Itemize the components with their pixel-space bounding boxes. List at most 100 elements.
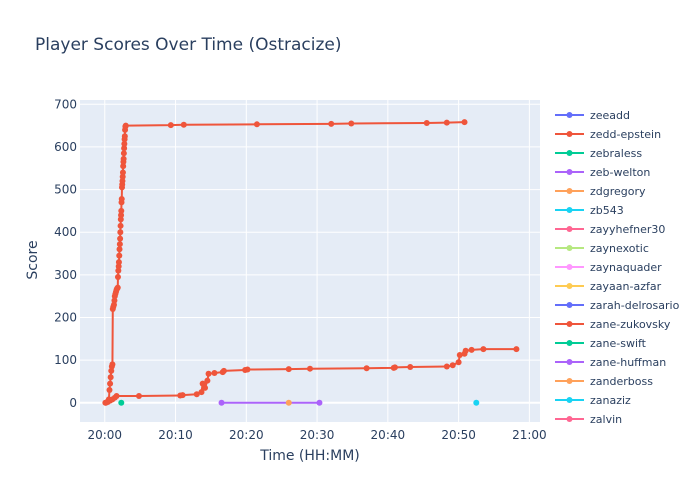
x-tick-label: 20:10 xyxy=(158,428,193,442)
y-axis-title: Score xyxy=(25,240,41,279)
legend-label: zedd-epstein xyxy=(590,128,661,141)
data-point xyxy=(113,392,120,399)
data-point xyxy=(180,121,187,128)
series-zanaziz xyxy=(473,399,480,406)
x-tick-label: 20:20 xyxy=(229,428,264,442)
legend-marker xyxy=(566,264,573,270)
legend-marker xyxy=(566,416,573,422)
legend-label: zayaan-azfar xyxy=(590,280,662,293)
data-point xyxy=(135,392,142,399)
data-point xyxy=(116,246,123,253)
legend-marker xyxy=(566,283,573,289)
data-point xyxy=(307,365,313,372)
data-point xyxy=(120,163,127,170)
legend-label: zb543 xyxy=(590,204,624,217)
plot-area xyxy=(80,100,540,422)
y-tick-label: 600 xyxy=(54,140,77,154)
legend-item-zanaziz[interactable]: zanaziz xyxy=(555,394,631,407)
data-point xyxy=(117,222,124,229)
x-tick-label: 20:50 xyxy=(441,428,476,442)
data-point xyxy=(167,122,174,129)
legend-item-zeeadd[interactable]: zeeadd xyxy=(555,109,630,122)
legend-marker xyxy=(566,321,573,327)
legend-item-zebraless[interactable]: zebraless xyxy=(555,147,642,160)
data-point xyxy=(513,346,520,353)
legend-items: zeeadd zedd-epstein zebraless zeb-welton zdg… xyxy=(555,109,680,426)
legend-item-zanderboss[interactable]: zanderboss xyxy=(555,375,653,388)
legend-item-zeb-welton[interactable]: zeb-welton xyxy=(555,166,650,179)
data-point xyxy=(443,363,450,370)
legend-label: zarah-delrosario xyxy=(590,299,680,312)
legend-background xyxy=(548,102,696,424)
series-zedd-epstein xyxy=(102,119,468,406)
legend-marker xyxy=(566,112,573,118)
data-point xyxy=(205,370,212,377)
series-zebraless xyxy=(118,399,125,406)
x-tick-labels: 20:00 20:10 20:20 20:30 20:40 20:50 21:00 xyxy=(87,428,546,442)
y-tick-label: 0 xyxy=(69,396,77,410)
legend-label: zeb-welton xyxy=(590,166,650,179)
y-tick-label: 700 xyxy=(54,97,77,111)
data-point xyxy=(117,235,124,242)
legend-item-zedd-epstein[interactable]: zedd-epstein xyxy=(555,128,661,141)
legend-item-zdgregory[interactable]: zdgregory xyxy=(555,185,646,198)
data-point xyxy=(218,399,225,406)
legend-item-zalvin[interactable]: zalvin xyxy=(555,413,622,426)
data-point xyxy=(462,347,469,354)
data-point xyxy=(407,363,414,370)
legend-label: zaynaquader xyxy=(590,261,662,274)
data-point xyxy=(449,362,456,369)
legend-item-zb543[interactable]: zb543 xyxy=(555,204,624,217)
legend-marker xyxy=(566,188,573,194)
legend-item-zaynexotic[interactable]: zaynexotic xyxy=(555,242,649,255)
data-point xyxy=(118,212,125,219)
data-point xyxy=(109,361,116,368)
data-point xyxy=(391,364,398,371)
data-point xyxy=(116,241,123,248)
series-zanderboss xyxy=(285,399,292,406)
legend-marker xyxy=(566,302,573,308)
data-point xyxy=(114,273,121,280)
legend-item-zane-zukovsky[interactable]: zane-zukovsky xyxy=(555,318,671,331)
legend-item-zane-swift[interactable]: zane-swift xyxy=(555,337,647,350)
data-point xyxy=(119,173,126,180)
data-point xyxy=(114,284,121,291)
data-point xyxy=(119,169,126,176)
series-zane-zukovsky xyxy=(102,346,520,406)
chart-title: Player Scores Over Time (Ostracize) xyxy=(35,35,342,55)
data-point xyxy=(120,155,127,162)
data-point xyxy=(328,120,335,127)
data-point xyxy=(285,399,292,406)
data-point xyxy=(220,367,227,374)
legend-item-zane-huffman[interactable]: zane-huffman xyxy=(555,356,666,369)
legend-label: zane-swift xyxy=(590,337,647,350)
legend-label: zeeadd xyxy=(590,109,630,122)
legend-item-zayaan-azfar[interactable]: zayaan-azfar xyxy=(555,280,662,293)
data-point xyxy=(423,120,430,127)
data-point xyxy=(443,119,450,126)
data-point xyxy=(468,346,475,353)
x-axis-title: Time (HH:MM) xyxy=(259,448,360,464)
data-point xyxy=(118,207,125,214)
legend-marker xyxy=(566,340,573,346)
legend-marker xyxy=(566,378,573,384)
data-point xyxy=(121,140,128,147)
data-point xyxy=(106,387,113,394)
legend-label: zayyhefner30 xyxy=(590,223,665,236)
legend[interactable] xyxy=(548,102,696,424)
legend-item-zarah-delrosario[interactable]: zarah-delrosario xyxy=(555,299,680,312)
data-point xyxy=(117,216,124,223)
data-point xyxy=(285,366,292,373)
y-tick-label: 100 xyxy=(54,353,77,367)
data-point xyxy=(244,366,251,373)
data-point xyxy=(456,352,463,359)
data-point xyxy=(461,119,468,126)
legend-item-zayyhefner30[interactable]: zayyhefner30 xyxy=(555,223,665,236)
legend-marker xyxy=(566,226,573,232)
data-point xyxy=(115,263,122,270)
legend-item-zaynaquader[interactable]: zaynaquader xyxy=(555,261,662,274)
data-point xyxy=(179,392,186,399)
legend-marker xyxy=(566,359,573,365)
